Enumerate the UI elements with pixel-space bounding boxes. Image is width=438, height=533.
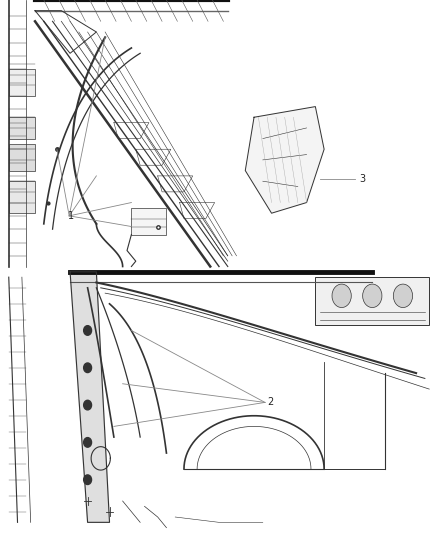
Polygon shape bbox=[245, 107, 324, 213]
Circle shape bbox=[84, 400, 92, 410]
FancyBboxPatch shape bbox=[9, 69, 35, 96]
FancyBboxPatch shape bbox=[131, 208, 166, 235]
Circle shape bbox=[84, 475, 92, 484]
FancyBboxPatch shape bbox=[9, 117, 35, 139]
Polygon shape bbox=[35, 11, 96, 53]
Text: 2: 2 bbox=[267, 398, 273, 407]
FancyBboxPatch shape bbox=[9, 181, 35, 213]
Text: 3: 3 bbox=[359, 174, 365, 183]
Circle shape bbox=[84, 363, 92, 373]
Polygon shape bbox=[70, 272, 110, 522]
FancyBboxPatch shape bbox=[315, 277, 429, 325]
Circle shape bbox=[332, 284, 351, 308]
Circle shape bbox=[393, 284, 413, 308]
FancyBboxPatch shape bbox=[9, 144, 35, 171]
Text: 1: 1 bbox=[68, 211, 74, 221]
Circle shape bbox=[84, 438, 92, 447]
Circle shape bbox=[363, 284, 382, 308]
Circle shape bbox=[84, 326, 92, 335]
